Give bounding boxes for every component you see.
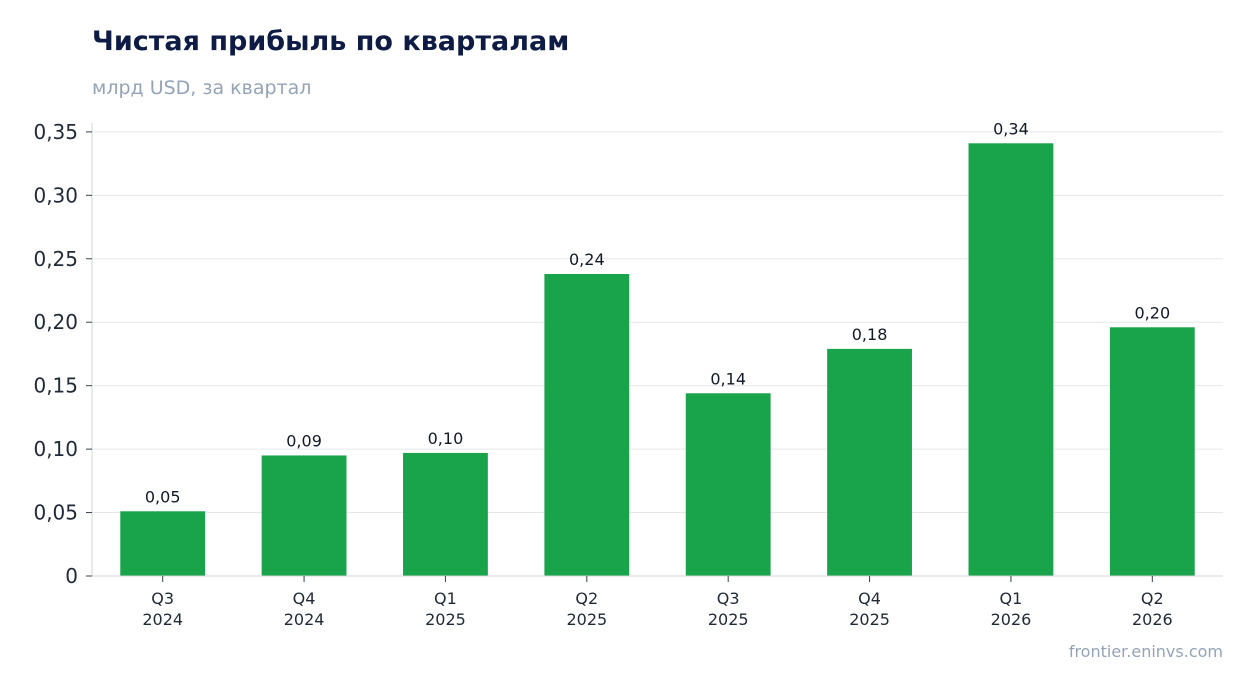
bar <box>827 348 912 576</box>
x-tick-label-year: 2026 <box>1132 610 1173 629</box>
bar <box>544 274 630 576</box>
data-label: 0,14 <box>710 369 746 388</box>
bars <box>120 143 1195 576</box>
source-link[interactable]: frontier.eninvs.com <box>1068 642 1223 661</box>
x-axis: Q3 2024 Q4 2024 Q1 2025 Q2 2025 Q3 2025 Q4 2025 Q1 20… <box>92 575 1223 629</box>
x-tick-label-year: 2025 <box>566 610 607 629</box>
x-tick-label-quarter: Q3 <box>151 589 174 608</box>
x-tick-label-quarter: Q4 <box>293 589 316 608</box>
x-tick-label-year: 2025 <box>425 610 466 629</box>
bar <box>261 455 347 576</box>
x-tick-label-quarter: Q1 <box>1000 589 1023 608</box>
x-tick-label-year: 2024 <box>142 610 183 629</box>
y-tick-label: 0,25 <box>33 247 78 271</box>
x-tick-label-year: 2026 <box>991 610 1032 629</box>
y-tick-label: 0 <box>65 564 78 588</box>
data-label: 0,20 <box>1135 303 1171 322</box>
y-tick-label: 0,15 <box>33 374 78 398</box>
data-labels: 0,05 0,09 0,10 0,24 0,14 0,18 0,34 0,20 <box>145 119 1170 506</box>
x-tick-label-year: 2025 <box>708 610 749 629</box>
x-tick-label-quarter: Q1 <box>434 589 457 608</box>
bar <box>1109 327 1195 576</box>
data-label: 0,24 <box>569 250 605 269</box>
y-tick-label: 0,20 <box>33 310 78 334</box>
data-label: 0,09 <box>286 431 322 450</box>
x-tick-label-quarter: Q2 <box>575 589 598 608</box>
y-axis: 0 0,05 0,10 0,15 0,20 0,25 0,30 0,35 <box>33 120 93 588</box>
data-label: 0,10 <box>428 429 464 448</box>
chart-title: Чистая прибыль по кварталам <box>92 26 570 57</box>
x-tick-label-quarter: Q2 <box>1141 589 1164 608</box>
bar <box>403 452 488 576</box>
bar <box>685 393 771 576</box>
y-tick-label: 0,10 <box>33 437 78 461</box>
data-label: 0,05 <box>145 487 181 506</box>
y-tick-label: 0,35 <box>33 120 78 144</box>
x-tick-label-quarter: Q3 <box>717 589 740 608</box>
bar <box>968 143 1054 576</box>
x-tick-label-year: 2025 <box>849 610 890 629</box>
y-tick-label: 0,30 <box>33 183 78 207</box>
chart-subtitle: млрд USD, за квартал <box>92 77 312 99</box>
x-tick-label-year: 2024 <box>284 610 325 629</box>
data-label: 0,18 <box>852 325 888 344</box>
data-label: 0,34 <box>993 119 1029 138</box>
y-tick-label: 0,05 <box>33 501 78 525</box>
bar <box>120 511 206 576</box>
x-tick-label-quarter: Q4 <box>858 589 881 608</box>
